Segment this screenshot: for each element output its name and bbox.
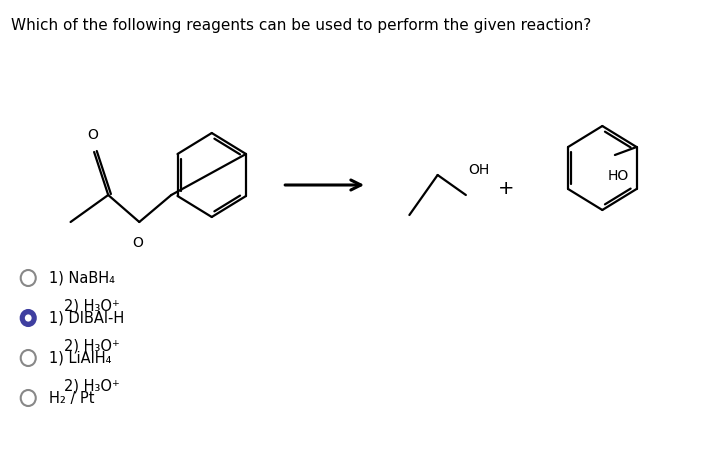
Text: H₂ / Pt: H₂ / Pt xyxy=(49,390,95,406)
Circle shape xyxy=(21,310,36,326)
Circle shape xyxy=(21,350,36,366)
Text: 1) DIBAl-H: 1) DIBAl-H xyxy=(49,310,124,326)
Circle shape xyxy=(21,270,36,286)
Text: OH: OH xyxy=(469,163,490,177)
Circle shape xyxy=(21,390,36,406)
Text: 1) NaBH₄: 1) NaBH₄ xyxy=(49,270,115,286)
Text: 2) H₃O⁺: 2) H₃O⁺ xyxy=(64,338,119,354)
Text: O: O xyxy=(87,128,98,142)
Text: 2) H₃O⁺: 2) H₃O⁺ xyxy=(64,378,119,394)
Text: +: + xyxy=(498,178,515,198)
Text: O: O xyxy=(132,236,143,250)
Text: Which of the following reagents can be used to perform the given reaction?: Which of the following reagents can be u… xyxy=(11,18,592,33)
Text: 1) LiAlH₄: 1) LiAlH₄ xyxy=(49,350,111,366)
Text: 2) H₃O⁺: 2) H₃O⁺ xyxy=(64,298,119,314)
Text: HO: HO xyxy=(607,169,629,183)
Circle shape xyxy=(25,315,32,322)
